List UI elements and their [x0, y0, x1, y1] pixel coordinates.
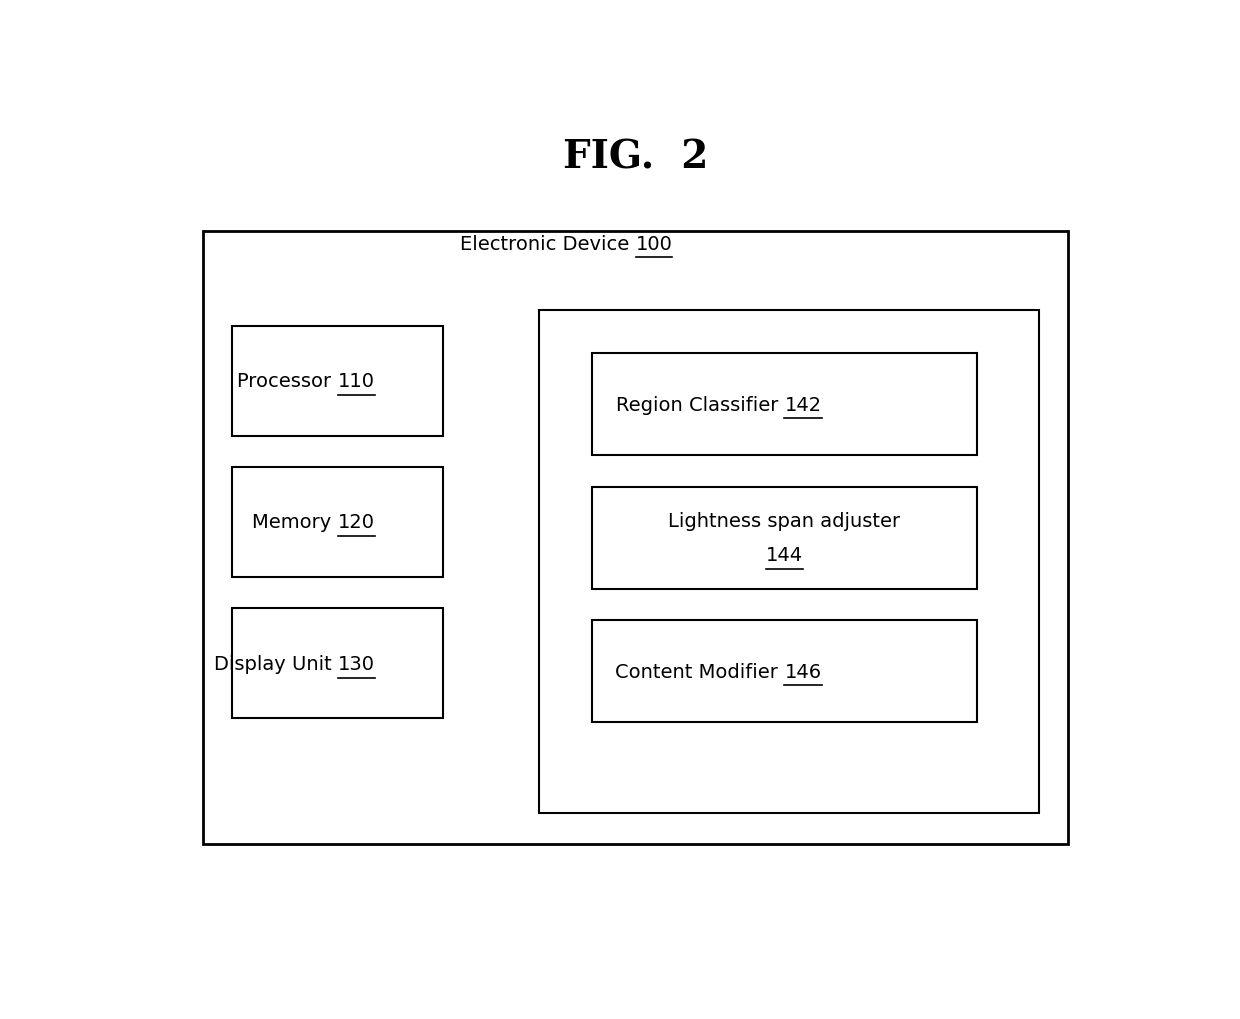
- Text: 146: 146: [785, 662, 822, 681]
- Text: 130: 130: [337, 654, 374, 674]
- Bar: [232, 468, 444, 578]
- Text: Display Unit: Display Unit: [213, 654, 337, 674]
- Text: 110: 110: [337, 372, 374, 390]
- Text: 142: 142: [785, 395, 822, 415]
- Bar: [593, 354, 977, 455]
- Text: Content Modifier: Content Modifier: [615, 662, 785, 681]
- Text: FIG.  2: FIG. 2: [563, 139, 708, 176]
- Bar: [232, 608, 444, 718]
- Text: Region Classifier: Region Classifier: [616, 395, 785, 415]
- Bar: [232, 326, 444, 436]
- Text: 100: 100: [635, 234, 672, 254]
- Text: 120: 120: [337, 513, 374, 532]
- Bar: [539, 311, 1039, 813]
- Text: Processor: Processor: [237, 372, 337, 390]
- Bar: [203, 232, 1068, 844]
- Text: Electronic Device: Electronic Device: [460, 234, 635, 254]
- Bar: [593, 621, 977, 722]
- Bar: [593, 487, 977, 589]
- Text: 144: 144: [766, 546, 804, 565]
- Text: Memory: Memory: [252, 513, 337, 532]
- Text: Lightness span adjuster: Lightness span adjuster: [668, 512, 900, 530]
